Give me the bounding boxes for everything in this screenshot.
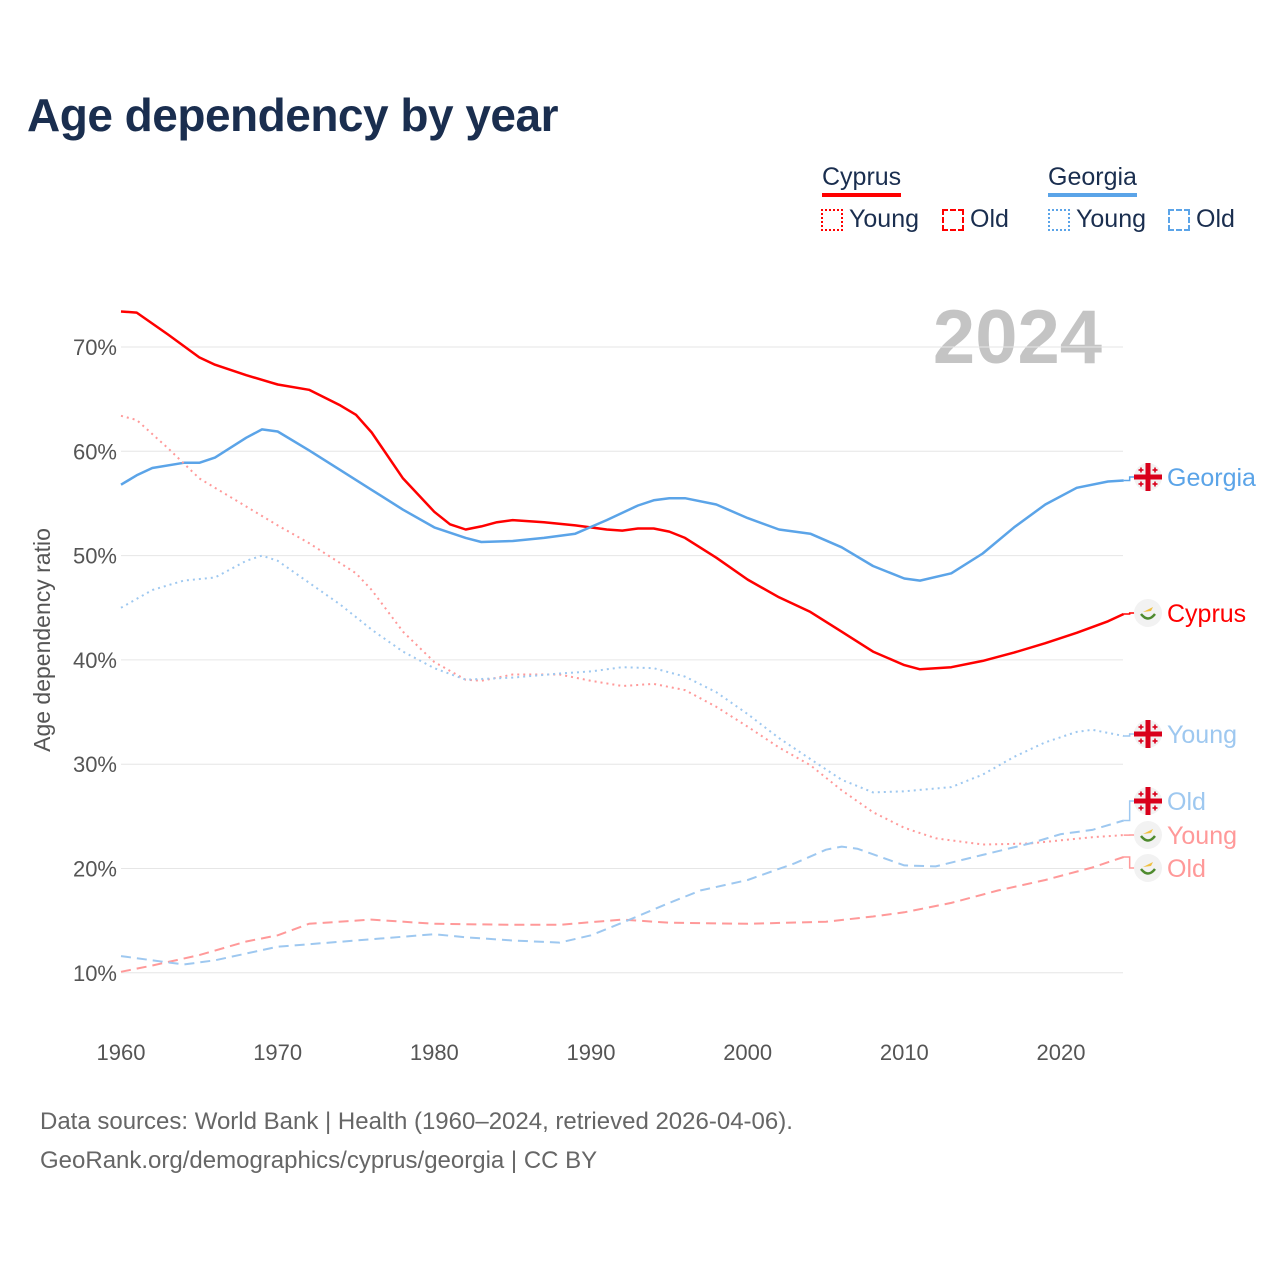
dashed-swatch-icon	[1168, 208, 1190, 231]
legend-georgia-old[interactable]: Old	[1168, 205, 1235, 234]
y-tick-label: 30%	[73, 752, 117, 777]
legend-label: Old	[970, 205, 1009, 233]
cyprus-flag-icon	[1134, 854, 1162, 882]
dotted-swatch-icon	[1048, 208, 1070, 231]
x-tick-label: 2020	[1037, 1040, 1086, 1065]
legend-label: Old	[1196, 205, 1235, 233]
legend-georgia-young[interactable]: Young	[1048, 205, 1146, 234]
dotted-swatch-icon	[821, 208, 843, 231]
label-connector	[1123, 733, 1136, 737]
cyprus-flag-icon	[1134, 599, 1162, 627]
x-tick-label: 1970	[253, 1040, 302, 1065]
series-line-georgia-old[interactable]	[120, 819, 1124, 966]
end-label: Old	[1167, 788, 1206, 816]
series-line-cyprus[interactable]	[120, 310, 1125, 671]
x-tick-label: 2010	[880, 1040, 929, 1065]
y-tick-label: 50%	[73, 544, 117, 569]
legend-cyprus-old[interactable]: Old	[942, 205, 1009, 234]
dashed-swatch-icon	[942, 208, 964, 231]
legend-georgia[interactable]: Georgia	[1048, 163, 1137, 197]
series-line-georgia-young[interactable]	[120, 554, 1124, 794]
legend-label: Young	[849, 205, 919, 233]
legend-cyprus-young[interactable]: Young	[821, 205, 919, 234]
source-note: Data sources: World Bank | Health (1960–…	[40, 1108, 793, 1135]
y-tick-label: 10%	[73, 961, 117, 986]
x-tick-label: 1980	[410, 1040, 459, 1065]
x-tick-label: 1990	[567, 1040, 616, 1065]
chart-title: Age dependency by year	[27, 89, 558, 141]
georgia-flag-icon	[1134, 720, 1162, 748]
end-label: Old	[1167, 855, 1206, 883]
label-connector	[1123, 800, 1136, 822]
series-line-cyprus-old[interactable]	[120, 856, 1125, 973]
y-axis-label: Age dependency ratio	[29, 528, 55, 752]
legend-cyprus[interactable]: Cyprus	[822, 163, 902, 197]
series-line-georgia[interactable]	[120, 428, 1124, 582]
label-connector	[1123, 476, 1136, 482]
cyprus-flag-icon	[1134, 821, 1162, 849]
end-label: Young	[1167, 822, 1237, 850]
y-tick-label: 40%	[73, 648, 117, 673]
end-label: Young	[1167, 721, 1237, 749]
y-tick-label: 70%	[73, 335, 117, 360]
attribution[interactable]: GeoRank.org/demographics/cyprus/georgia …	[40, 1147, 598, 1174]
y-tick-label: 20%	[73, 857, 117, 882]
year-watermark: 2024	[933, 295, 1102, 380]
label-connector	[1123, 856, 1136, 869]
x-tick-label: 2000	[723, 1040, 772, 1065]
georgia-flag-icon	[1134, 463, 1162, 491]
georgia-flag-icon	[1134, 787, 1162, 815]
label-connector	[1123, 612, 1136, 615]
x-tick-label: 1960	[97, 1040, 146, 1065]
end-label: Georgia	[1167, 464, 1256, 492]
end-label: Cyprus	[1167, 600, 1246, 628]
series-line-cyprus-young[interactable]	[120, 414, 1124, 846]
y-tick-label: 60%	[73, 439, 117, 464]
legend-label: Young	[1076, 205, 1146, 233]
